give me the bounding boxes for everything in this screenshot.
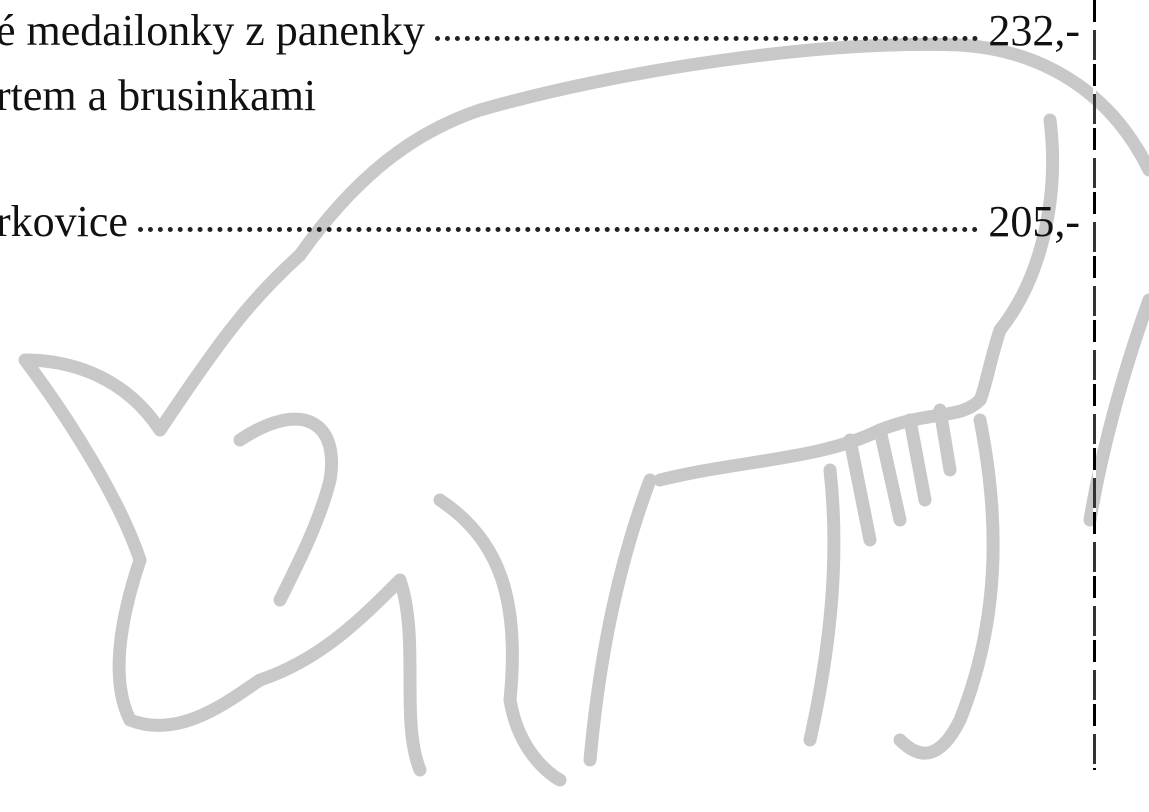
pig-hind-leg (893, 413, 1000, 760)
item-description: rtem a brusinkami (0, 71, 317, 120)
pig-tail (1083, 293, 1149, 527)
pig-jaw (253, 573, 427, 777)
menu-item: rkovice 205,- (0, 196, 1080, 248)
pig-front-leg-2 (583, 473, 657, 767)
pig-ribs (843, 403, 957, 547)
page-edge (1093, 0, 1096, 770)
pig-eye (233, 412, 338, 607)
dot-leader (137, 227, 979, 232)
pig-back (293, 37, 1149, 262)
dot-leader (434, 36, 979, 41)
pig-rump (973, 113, 1060, 407)
item-name: rkovice (0, 197, 128, 246)
pig-back-leg (803, 463, 841, 747)
pig-outline (18, 37, 1149, 787)
pig-front-leg (433, 493, 567, 787)
menu-item: é medailonky z panenky 232,- (0, 5, 1080, 57)
item-price: 232,- (988, 6, 1080, 55)
pig-snout (112, 553, 267, 732)
item-name: é medailonky z panenky (0, 6, 425, 55)
pig-ear (18, 248, 307, 567)
item-price: 205,- (988, 197, 1080, 246)
pig-belly (653, 393, 987, 487)
